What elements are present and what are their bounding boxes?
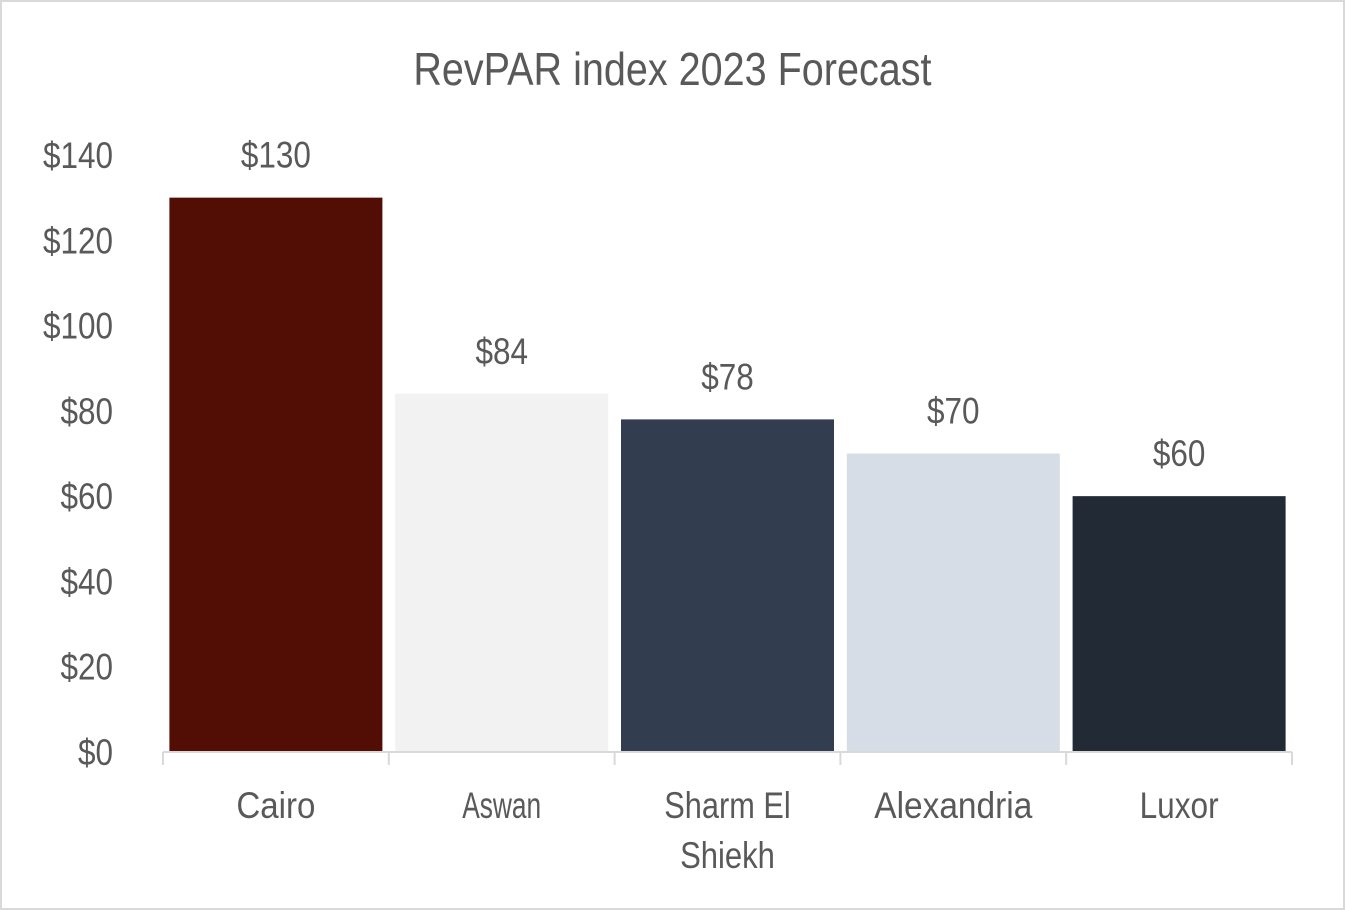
data-label: $84 [475,331,528,372]
x-tick-label: Alexandria [874,785,1032,826]
y-tick-label: $20 [61,647,114,688]
x-tick-label: Aswan [462,785,541,826]
y-tick-label: $140 [43,135,113,176]
data-labels: $130 $84 $78 $70 $60 [241,135,1205,475]
data-label: $78 [701,356,754,397]
y-tick-label: $60 [61,476,114,517]
x-axis [162,751,1293,765]
bar-aswan [395,393,609,752]
x-tick-label: Sharm El [664,785,790,826]
y-tick-label: $80 [61,391,114,432]
x-tick-label: Luxor [1140,785,1219,826]
chart-title: RevPAR index 2023 Forecast [413,43,932,95]
x-tick-labels: Cairo Aswan Sharm El Shiekh Alexandria Luxor [236,785,1218,876]
data-label: $60 [1153,433,1206,474]
y-tick-label: $100 [43,306,113,347]
y-axis: $0 $20 $40 $60 $80 $100 $120 $140 [43,135,113,773]
data-label: $70 [927,391,980,432]
bar-luxor [1072,496,1286,752]
x-tick-label: Shiekh [680,835,775,876]
bar-sharm-el-shiekh [621,419,834,752]
bar-cairo [169,197,383,753]
bars [169,197,1286,753]
y-tick-label: $0 [78,732,113,773]
y-tick-label: $40 [61,561,114,602]
data-label: $130 [241,135,311,176]
bar-alexandria [846,453,1060,752]
x-tick-label: Cairo [236,785,315,826]
y-tick-label: $120 [43,220,113,261]
